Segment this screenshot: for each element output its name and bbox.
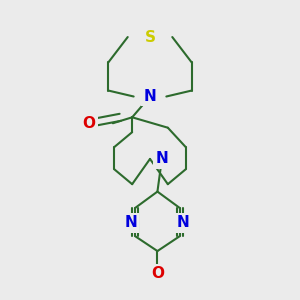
Text: N: N [124, 215, 137, 230]
Text: N: N [155, 152, 168, 166]
Text: N: N [176, 215, 189, 230]
Text: O: O [151, 266, 164, 281]
Text: S: S [145, 30, 155, 45]
Text: N: N [144, 89, 156, 104]
Text: O: O [82, 116, 96, 131]
